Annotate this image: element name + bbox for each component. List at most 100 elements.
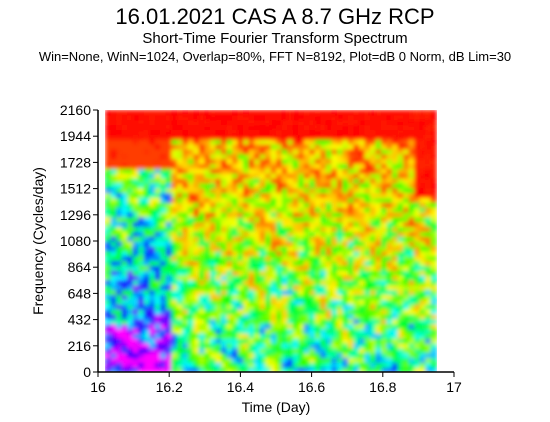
heatmap-cell	[198, 299, 206, 305]
heatmap-cell	[369, 143, 377, 150]
heatmap-cell	[198, 304, 206, 310]
heatmap-cell	[237, 274, 244, 281]
heatmap-cell	[259, 279, 266, 286]
heatmap-cell	[270, 367, 277, 372]
heatmap-cell	[403, 352, 410, 359]
heatmap-cell	[270, 284, 277, 291]
heatmap-cell	[198, 221, 206, 228]
heatmap-cell	[381, 129, 388, 135]
heatmap-cell	[325, 357, 332, 363]
heatmap-cell	[171, 187, 178, 194]
heatmap-cell	[149, 221, 156, 228]
heatmap-cell	[127, 270, 134, 276]
heatmap-cell	[298, 163, 305, 169]
heatmap-cell	[309, 347, 316, 354]
heatmap-cell	[331, 197, 338, 203]
heatmap-cell	[364, 328, 371, 334]
heatmap-cell	[116, 143, 123, 150]
heatmap-cell	[347, 260, 355, 266]
heatmap-cell	[176, 367, 183, 372]
heatmap-cell	[132, 250, 139, 257]
heatmap-cell	[237, 119, 244, 126]
heatmap-cell	[254, 313, 261, 320]
heatmap-cell	[176, 168, 183, 174]
heatmap-cell	[149, 347, 156, 354]
heatmap-cell	[121, 342, 128, 349]
heatmap-cell	[430, 197, 437, 203]
heatmap-cell	[408, 299, 415, 305]
heatmap-cell	[243, 182, 250, 189]
heatmap-cell	[221, 362, 228, 368]
heatmap-cell	[237, 367, 244, 372]
heatmap-cell	[127, 216, 134, 223]
heatmap-cell	[281, 110, 288, 116]
heatmap-cell	[276, 211, 283, 218]
heatmap-cell	[397, 177, 404, 184]
heatmap-cell	[121, 173, 128, 179]
heatmap-cell	[171, 182, 178, 189]
heatmap-cell	[325, 114, 332, 121]
heatmap-cell	[154, 313, 161, 320]
heatmap-cell	[425, 304, 432, 310]
heatmap-cell	[342, 221, 349, 228]
heatmap-cell	[237, 255, 244, 262]
heatmap-cell	[193, 202, 200, 208]
heatmap-cell	[204, 119, 211, 126]
heatmap-cell	[347, 265, 355, 271]
heatmap-cell	[259, 182, 266, 189]
heatmap-cell	[127, 245, 134, 252]
heatmap-cell	[292, 211, 299, 218]
heatmap-cell	[149, 362, 156, 368]
heatmap-cell	[160, 279, 167, 286]
heatmap-cell	[303, 245, 310, 252]
heatmap-cell	[381, 114, 388, 121]
heatmap-cell	[232, 270, 239, 276]
heatmap-cell	[204, 158, 211, 164]
heatmap-cell	[259, 255, 266, 262]
heatmap-cell	[342, 342, 349, 349]
heatmap-cell	[408, 260, 415, 266]
heatmap-cell	[314, 139, 321, 145]
heatmap-cell	[232, 192, 239, 198]
heatmap-cell	[254, 304, 261, 310]
heatmap-cell	[276, 328, 283, 334]
heatmap-cell	[353, 182, 360, 189]
heatmap-cell	[336, 274, 343, 281]
heatmap-cell	[143, 245, 150, 252]
heatmap-cell	[320, 216, 327, 223]
heatmap-cell	[209, 226, 217, 232]
heatmap-cell	[342, 187, 349, 194]
heatmap-cell	[149, 173, 156, 179]
heatmap-cell	[132, 182, 139, 189]
heatmap-cell	[270, 192, 277, 198]
heatmap-cell	[392, 367, 399, 372]
heatmap-cell	[381, 308, 388, 315]
heatmap-cell	[303, 129, 310, 135]
heatmap-cell	[193, 163, 200, 169]
heatmap-cell	[320, 367, 327, 372]
heatmap-cell	[276, 342, 283, 349]
heatmap-cell	[309, 207, 316, 213]
heatmap-cell	[138, 338, 145, 344]
heatmap-cell	[292, 318, 299, 325]
heatmap-cell	[127, 274, 134, 281]
heatmap-cell	[336, 328, 343, 334]
heatmap-cell	[303, 207, 310, 213]
heatmap-cell	[320, 347, 327, 354]
heatmap-cell	[408, 134, 415, 140]
heatmap-cell	[287, 153, 294, 160]
heatmap-cell	[138, 318, 145, 325]
heatmap-cell	[215, 347, 222, 354]
heatmap-cell	[171, 357, 178, 363]
heatmap-cell	[303, 202, 310, 208]
heatmap-cell	[105, 110, 112, 116]
heatmap-cell	[325, 255, 332, 262]
heatmap-cell	[414, 313, 421, 320]
heatmap-cell	[237, 338, 244, 344]
heatmap-cell	[425, 216, 432, 223]
heatmap-cell	[381, 110, 388, 116]
heatmap-cell	[204, 177, 211, 184]
heatmap-cell	[154, 158, 161, 164]
heatmap-cell	[182, 304, 189, 310]
heatmap-cell	[198, 110, 206, 116]
